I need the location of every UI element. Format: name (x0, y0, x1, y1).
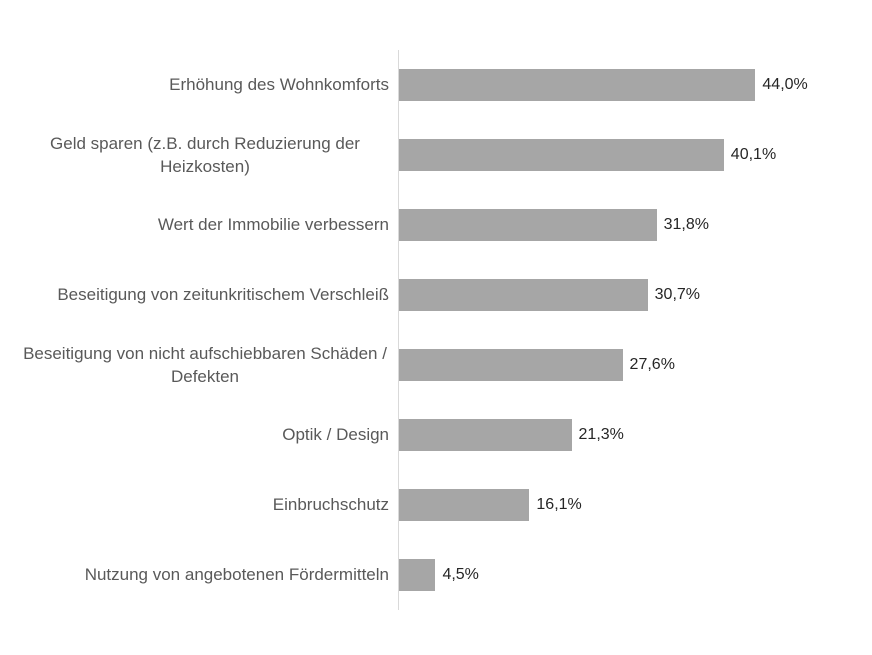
bar-cell: 30,7% (398, 260, 872, 330)
bar-cell: 21,3% (398, 400, 872, 470)
category-label-cell: Einbruchschutz (0, 493, 398, 516)
bar-cell: 4,5% (398, 540, 872, 610)
category-label-cell: Beseitigung von zeitunkritischem Verschl… (0, 283, 398, 306)
bar-cell: 31,8% (398, 190, 872, 260)
bar-cell: 16,1% (398, 470, 872, 540)
category-label-cell: Beseitigung von nicht aufschiebbaren Sch… (0, 342, 398, 389)
bar-row: Wert der Immobilie verbessern 31,8% (0, 190, 872, 260)
bar-row: Einbruchschutz 16,1% (0, 470, 872, 540)
category-label: Nutzung von angebotenen Fördermitteln (84, 565, 389, 585)
bar (399, 139, 724, 171)
bar-chart: Erhöhung des Wohnkomforts 44,0% Geld spa… (0, 50, 872, 610)
bar (399, 279, 648, 311)
plot-area: Erhöhung des Wohnkomforts 44,0% Geld spa… (0, 50, 872, 610)
value-label: 31,8% (663, 216, 709, 233)
value-label: 44,0% (762, 76, 808, 93)
value-label: 16,1% (536, 496, 582, 513)
bar (399, 559, 436, 591)
bar-cell: 44,0% (398, 50, 872, 120)
bar-cell: 27,6% (398, 330, 872, 400)
category-label: Optik / Design (282, 425, 389, 445)
bar-row: Beseitigung von zeitunkritischem Verschl… (0, 260, 872, 330)
category-label-cell: Geld sparen (z.B. durch Reduzierung der … (0, 132, 398, 179)
category-label: Wert der Immobilie verbessern (157, 215, 389, 235)
category-label-cell: Nutzung von angebotenen Fördermitteln (0, 563, 398, 586)
value-label: 27,6% (629, 356, 675, 373)
category-label: Beseitigung von nicht aufschiebbaren Sch… (23, 343, 387, 386)
value-label: 30,7% (654, 286, 701, 303)
category-label: Erhöhung des Wohnkomforts (169, 75, 389, 95)
value-label: 40,1% (730, 146, 777, 163)
value-label: 4,5% (442, 566, 479, 583)
category-label: Beseitigung von zeitunkritischem Verschl… (57, 285, 389, 305)
category-label-cell: Erhöhung des Wohnkomforts (0, 73, 398, 96)
bar-row: Erhöhung des Wohnkomforts 44,0% (0, 50, 872, 120)
value-label: 21,3% (578, 426, 624, 443)
bar (399, 69, 756, 101)
category-label-cell: Optik / Design (0, 423, 398, 446)
category-label: Geld sparen (z.B. durch Reduzierung der … (50, 133, 360, 176)
bar-row: Optik / Design 21,3% (0, 400, 872, 470)
bar-row: Nutzung von angebotenen Fördermitteln 4,… (0, 540, 872, 610)
bar (399, 209, 657, 241)
bar-row: Geld sparen (z.B. durch Reduzierung der … (0, 120, 872, 190)
bar-cell: 40,1% (398, 120, 872, 190)
category-label-cell: Wert der Immobilie verbessern (0, 213, 398, 236)
bar (399, 419, 572, 451)
bar-row: Beseitigung von nicht aufschiebbaren Sch… (0, 330, 872, 400)
bar (399, 489, 530, 521)
bar (399, 349, 623, 381)
category-label: Einbruchschutz (272, 495, 389, 515)
